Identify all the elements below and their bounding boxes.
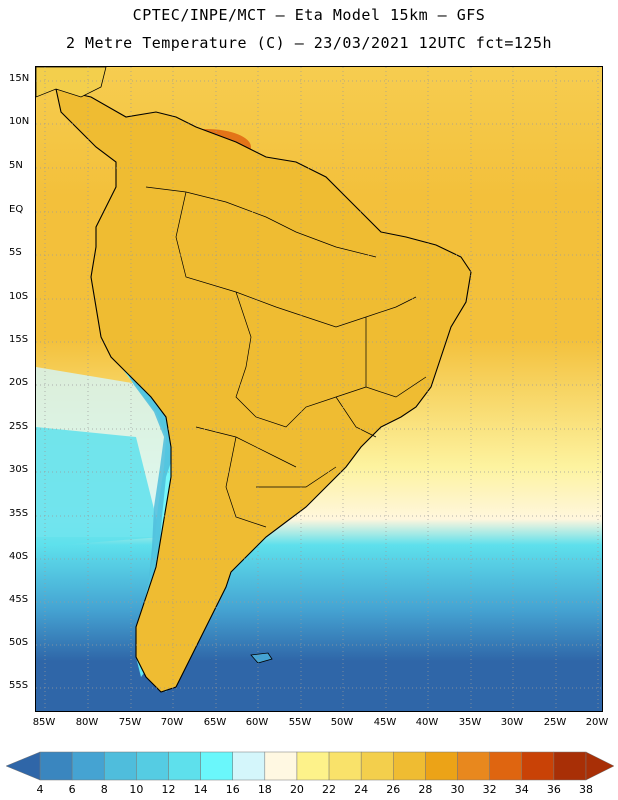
latitude-label: 45S — [9, 594, 29, 605]
colorbar-cell — [553, 751, 587, 781]
colorbar-cell — [328, 751, 362, 781]
latitude-label: 15S — [9, 334, 29, 345]
colorbar-cell — [521, 751, 555, 781]
colorbar-cell — [360, 751, 394, 781]
colorbar-label: 26 — [386, 783, 401, 796]
colorbar-high-arrow — [585, 751, 615, 781]
colorbar-low-arrow — [5, 751, 41, 781]
longitude-label: 70W — [160, 717, 184, 728]
latitude-label: 25S — [9, 421, 29, 432]
colorbar-label: 8 — [100, 783, 108, 796]
colorbar-label: 24 — [354, 783, 369, 796]
colorbar-label: 36 — [546, 783, 561, 796]
colorbar-label: 32 — [482, 783, 497, 796]
colorbar-cell — [200, 751, 233, 781]
colorbar-label: 4 — [36, 783, 44, 796]
longitude-label: 75W — [118, 717, 142, 728]
latitude-label: 5N — [9, 160, 23, 171]
colorbar-label: 18 — [257, 783, 272, 796]
colorbar-cells — [5, 751, 615, 781]
lat-lon-grid — [36, 67, 602, 711]
chart-title-line-2: 2 Metre Temperature (C) – 23/03/2021 12U… — [65, 34, 553, 52]
colorbar-label: 30 — [450, 783, 465, 796]
colorbar-label: 10 — [129, 783, 144, 796]
colorbar-cell — [232, 751, 266, 781]
colorbar-label: 6 — [68, 783, 76, 796]
longitude-label: 50W — [330, 717, 354, 728]
latitude-label: EQ — [9, 204, 24, 215]
colorbar-cell — [103, 751, 137, 781]
colorbar — [5, 751, 615, 781]
longitude-label: 80W — [75, 717, 99, 728]
colorbar-cell — [264, 751, 298, 781]
colorbar-label: 14 — [193, 783, 208, 796]
temperature-map — [35, 66, 603, 712]
country-borders — [145, 186, 427, 528]
latitude-label: 40S — [9, 551, 29, 562]
latitude-label: 10S — [9, 291, 29, 302]
longitude-label: 60W — [245, 717, 269, 728]
latitude-label: 5S — [9, 247, 22, 258]
colorbar-cell — [489, 751, 523, 781]
latitude-label: 50S — [9, 637, 29, 648]
colorbar-cell — [296, 751, 330, 781]
colorbar-label: 16 — [225, 783, 240, 796]
colorbar-cell — [393, 751, 426, 781]
colorbar-label: 20 — [289, 783, 304, 796]
latitude-label: 10N — [9, 116, 30, 127]
longitude-label: 45W — [373, 717, 397, 728]
longitude-label: 65W — [203, 717, 227, 728]
chart-title-line-1: CPTEC/INPE/MCT – Eta Model 15km – GFS — [132, 6, 486, 24]
longitude-label: 85W — [32, 717, 56, 728]
colorbar-cell — [71, 751, 105, 781]
longitude-label: 30W — [500, 717, 524, 728]
colorbar-cell — [136, 751, 169, 781]
colorbar-label: 38 — [579, 783, 593, 796]
longitude-label: 55W — [288, 717, 312, 728]
longitude-label: 35W — [458, 717, 482, 728]
colorbar-label: 28 — [418, 783, 433, 796]
colorbar-cell — [425, 751, 458, 781]
latitude-label: 35S — [9, 508, 29, 519]
falkland-islands — [250, 652, 273, 664]
central-america-land — [36, 67, 107, 98]
pacific-cold-tongue — [36, 427, 161, 547]
colorbar-cell — [168, 751, 201, 781]
colorbar-label: 34 — [514, 783, 529, 796]
map-canvas — [36, 67, 602, 711]
latitude-label: 20S — [9, 377, 29, 388]
colorbar-label: 12 — [161, 783, 176, 796]
latitude-label: 55S — [9, 680, 29, 691]
longitude-label: 20W — [585, 717, 609, 728]
colorbar-label: 22 — [322, 783, 337, 796]
latitude-label: 30S — [9, 464, 29, 475]
longitude-label: 25W — [543, 717, 567, 728]
colorbar-cell — [39, 751, 73, 781]
longitude-label: 40W — [415, 717, 439, 728]
latitude-label: 15N — [9, 73, 30, 84]
colorbar-cell — [457, 751, 490, 781]
